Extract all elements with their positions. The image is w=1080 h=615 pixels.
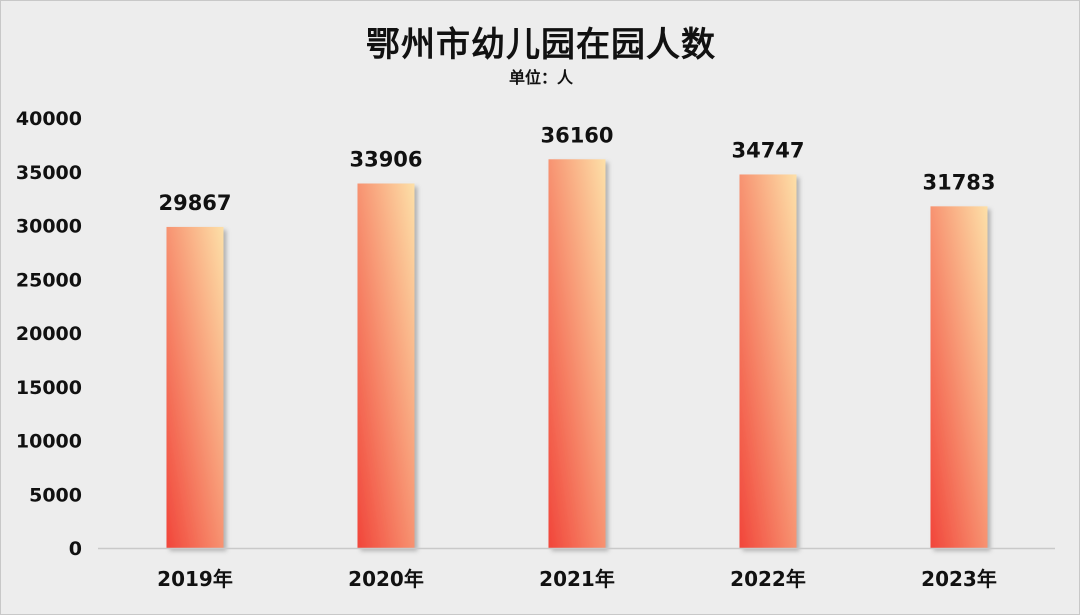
- y-tick-label: 30000: [16, 216, 82, 238]
- bar: [930, 206, 988, 548]
- x-tick-label: 2020年: [348, 567, 424, 591]
- x-tick-label: 2019年: [157, 567, 233, 591]
- y-tick-label: 40000: [16, 108, 82, 130]
- x-tick-label: 2023年: [921, 567, 997, 591]
- bar: [357, 183, 415, 548]
- x-tick-label: 2022年: [730, 567, 806, 591]
- y-tick-label: 0: [69, 538, 82, 560]
- y-tick-label: 10000: [16, 431, 82, 453]
- bars: 29867 33906 36160 34747 31783: [158, 123, 996, 548]
- y-tick-label: 15000: [16, 377, 82, 399]
- bar: [548, 159, 606, 548]
- y-tick-label: 25000: [16, 269, 82, 291]
- data-label: 34747: [731, 138, 804, 162]
- data-label: 29867: [158, 191, 231, 215]
- bar: [739, 174, 797, 548]
- chart-title: 鄂州市幼儿园在园人数: [366, 25, 716, 65]
- data-label: 31783: [922, 170, 995, 194]
- y-tick-label: 35000: [16, 162, 82, 184]
- data-label: 36160: [540, 123, 613, 147]
- y-axis: 0 5000 10000 15000 20000 25000 30000 35000 40000: [16, 108, 82, 560]
- chart-subtitle: 单位：人: [508, 68, 573, 87]
- x-axis: 2019年 2020年 2021年 2022年 2023年: [98, 547, 1055, 591]
- y-tick-label: 20000: [16, 323, 82, 345]
- x-tick-label: 2021年: [539, 567, 615, 591]
- data-label: 33906: [349, 148, 422, 172]
- y-tick-label: 5000: [29, 484, 82, 506]
- bar: [166, 226, 224, 548]
